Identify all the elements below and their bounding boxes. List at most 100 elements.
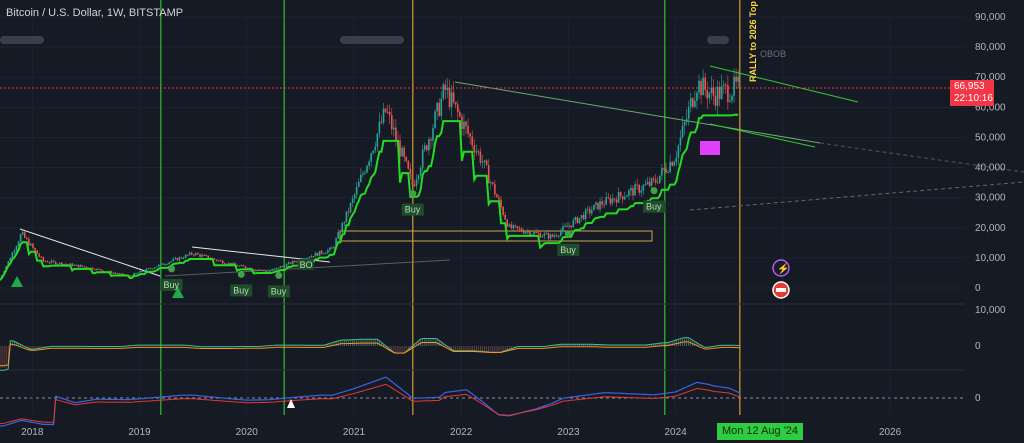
candle [77, 264, 80, 267]
candle [215, 259, 218, 261]
candle [145, 268, 148, 272]
candle [357, 181, 360, 187]
candle [269, 270, 271, 272]
candle [370, 153, 372, 162]
candle [510, 224, 513, 229]
toolbar-pill[interactable] [0, 36, 44, 44]
candle [626, 195, 628, 198]
candle [650, 178, 653, 186]
candle [593, 204, 595, 211]
candle [576, 217, 579, 224]
candle [219, 260, 222, 262]
signal-line [0, 341, 741, 367]
candle [560, 231, 562, 236]
buy-label: Buy [271, 286, 287, 296]
candle [38, 253, 40, 257]
candle [456, 104, 459, 113]
candle [102, 270, 104, 272]
candle [619, 192, 622, 197]
candle [129, 275, 131, 277]
candle [289, 262, 292, 264]
candle [281, 266, 284, 268]
candle [731, 95, 733, 101]
candle [566, 225, 568, 227]
candlestick-series [0, 68, 739, 280]
candle [706, 89, 709, 99]
candle [333, 246, 335, 249]
candle [166, 263, 168, 265]
candle [667, 171, 669, 173]
candle [11, 252, 14, 259]
candle [34, 247, 36, 251]
candle [223, 263, 226, 265]
candle [708, 92, 711, 99]
candle [137, 272, 139, 274]
support-zone-box [339, 230, 653, 242]
candle [19, 234, 22, 242]
price-tick-label: 0 [975, 283, 981, 294]
candle [632, 188, 634, 196]
candle [421, 149, 424, 168]
candle [438, 102, 440, 116]
candle [203, 254, 205, 256]
macd-panel [0, 337, 741, 371]
toolbar-pill[interactable] [340, 36, 404, 44]
buy-dot [650, 187, 658, 195]
candle [459, 112, 461, 117]
price-tick-label: 90,000 [975, 12, 1006, 23]
bo-tag [297, 258, 314, 270]
year-tick-label: 2023 [557, 427, 580, 438]
candle [681, 125, 684, 138]
candle [716, 86, 719, 106]
candle [122, 273, 125, 276]
candle [21, 232, 24, 235]
candle [597, 202, 599, 210]
candle [570, 225, 572, 228]
candle [520, 228, 523, 232]
candle [432, 127, 434, 141]
candle [13, 250, 16, 253]
candle [372, 150, 375, 154]
lightning-icon[interactable] [772, 259, 790, 277]
candle [380, 121, 383, 123]
candle [700, 80, 702, 96]
candle [327, 250, 329, 253]
candle [139, 271, 142, 273]
candle [423, 145, 426, 150]
candle [318, 250, 321, 256]
candle [580, 215, 583, 219]
toolbar-pill[interactable] [707, 36, 729, 44]
candle [675, 157, 678, 162]
candle [197, 253, 199, 255]
candle [537, 232, 539, 234]
candle [428, 139, 430, 151]
candle [617, 192, 620, 203]
candle [652, 178, 655, 180]
candle [483, 160, 486, 162]
candle [568, 225, 570, 227]
candle [498, 197, 500, 200]
candle [71, 263, 73, 266]
candle [355, 186, 358, 195]
candle [79, 265, 82, 267]
candle [162, 263, 164, 265]
candle [659, 175, 661, 183]
year-tick-label: 2019 [128, 427, 151, 438]
candle [646, 181, 649, 185]
candle [9, 258, 12, 262]
candle [248, 267, 251, 269]
candle [254, 269, 257, 271]
candle [190, 252, 193, 255]
last-price-label: 66,953 22:10:16 [950, 80, 994, 106]
year-tick-label: 2021 [343, 427, 366, 438]
candle [539, 233, 542, 238]
candle [502, 206, 504, 215]
bo-label: BO [300, 260, 313, 270]
candle [555, 235, 558, 237]
buy-label: Buy [164, 280, 180, 290]
buy-label: Buy [646, 202, 662, 212]
buy-dot [409, 190, 417, 198]
candle [96, 268, 98, 270]
candle [489, 182, 492, 184]
